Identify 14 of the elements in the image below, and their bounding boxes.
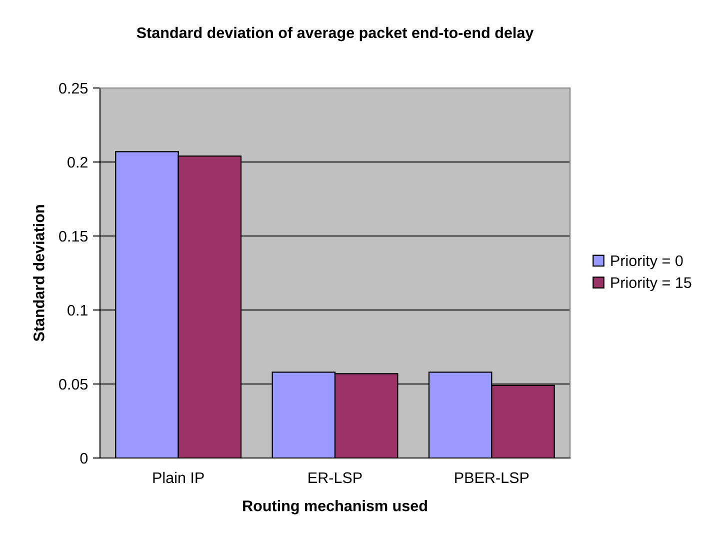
y-tick-label: 0.2 [68, 156, 88, 168]
y-tick-label: 0.25 [59, 82, 88, 94]
legend-label: Priority = 0 [611, 254, 683, 270]
legend-label: Priority = 15 [611, 276, 692, 292]
y-axis-title: Standard deviation [33, 205, 44, 342]
x-tick-label: Plain IP [153, 472, 204, 484]
y-tick-label: 0.05 [59, 378, 88, 390]
x-tick-label: ER-LSP [308, 472, 362, 484]
y-tick-label: 0.1 [68, 304, 88, 316]
x-axis-title: Routing mechanism used [243, 500, 427, 514]
chart-title: Standard deviation of average packet end-to-end delay [136, 26, 534, 42]
y-tick-label: 0 [80, 452, 88, 464]
y-tick-label: 0.15 [59, 230, 88, 242]
x-tick-label: PBER-LSP [455, 472, 529, 484]
